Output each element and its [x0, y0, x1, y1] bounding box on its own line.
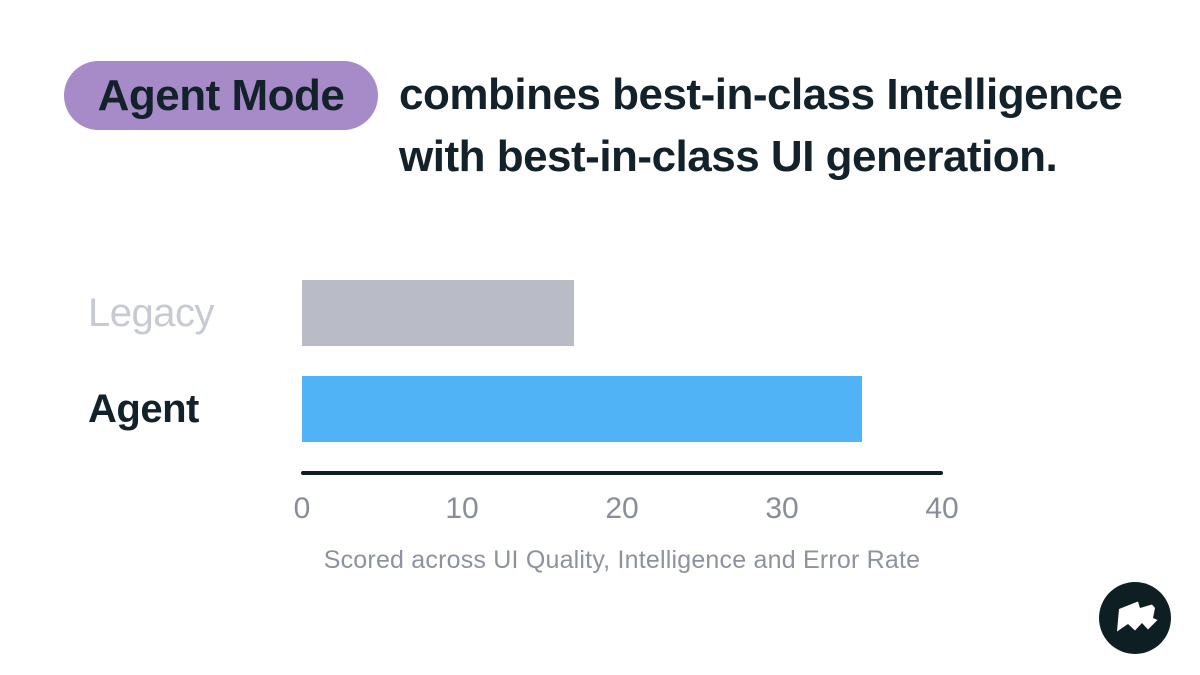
x-axis-tick-labels: 0 10 20 30 40 — [294, 492, 959, 532]
bar-agent — [302, 376, 862, 442]
bar-track — [302, 376, 942, 442]
logo-flag-glyph — [1117, 601, 1158, 632]
chart-row-agent: Agent — [88, 376, 942, 442]
x-tick-30: 30 — [765, 492, 799, 525]
x-tick-20: 20 — [605, 492, 639, 525]
bar-legacy — [302, 280, 574, 346]
x-tick-10: 10 — [445, 492, 479, 525]
x-tick-0: 0 — [293, 492, 311, 525]
bar-chart-rows: Legacy Agent — [88, 280, 942, 472]
x-tick-40: 40 — [925, 492, 959, 525]
bar-label-agent: Agent — [88, 386, 199, 431]
agent-mode-badge: Agent Mode — [64, 61, 378, 130]
badge-label: Agent Mode — [97, 70, 345, 120]
bar-label-legacy: Legacy — [88, 290, 214, 335]
chart-row-legacy: Legacy — [88, 280, 942, 346]
flag-logo — [1099, 582, 1171, 654]
bar-track — [302, 280, 942, 346]
x-axis-line — [301, 471, 943, 475]
headline-line-2: with best-in-class UI generation. — [399, 132, 1058, 181]
chart-caption: Scored across UI Quality, Intelligence a… — [323, 546, 921, 574]
headline-line-1: combines best-in-class Intelligence — [399, 70, 1123, 119]
headline: combines best-in-class Intelligence with… — [399, 64, 1123, 188]
